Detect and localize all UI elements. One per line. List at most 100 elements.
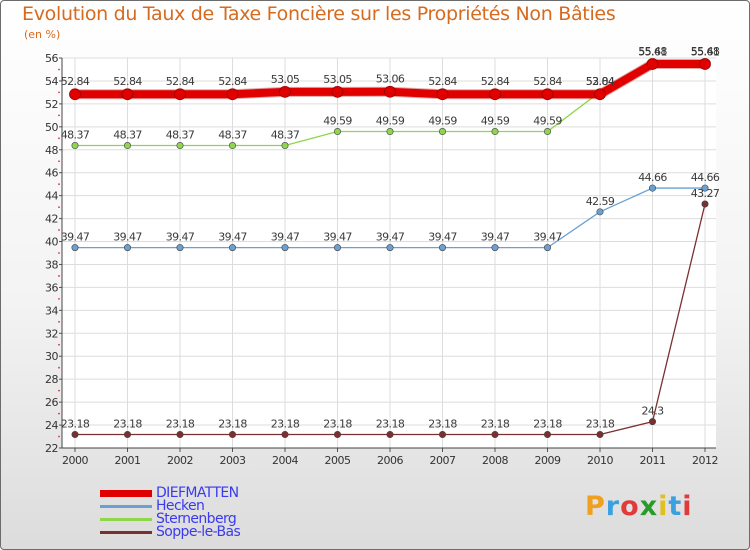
y-minor-tick	[58, 297, 60, 300]
data-point-soppe-le-bas	[596, 430, 604, 438]
legend-swatch-soppe-le-bas	[100, 531, 152, 534]
logo-letter: i	[682, 491, 693, 522]
data-label-soppe-le-bas: 23.18	[481, 417, 510, 430]
data-label-diefmatten: 52.84	[166, 75, 195, 88]
x-tick-label: 2002	[167, 454, 193, 467]
x-tick-label: 2003	[220, 454, 246, 467]
data-point-sternenberg	[386, 128, 394, 136]
data-label-diefmatten: 53.05	[271, 73, 300, 86]
data-point-sternenberg	[229, 142, 237, 150]
y-tick-label: 44	[45, 190, 58, 203]
data-label-diefmatten: 52.84	[218, 75, 247, 88]
data-point-sternenberg	[124, 142, 132, 150]
legend-item-soppe-le-bas: Soppe-le-Bas	[100, 524, 300, 540]
x-tick-label: 2000	[62, 454, 88, 467]
y-tick-label: 26	[45, 396, 58, 409]
y-tick-label: 32	[45, 327, 58, 340]
data-label-soppe-le-bas: 43.27	[691, 187, 720, 200]
legend-label-diefmatten: DIEFMATTEN	[156, 485, 239, 501]
data-point-diefmatten	[384, 85, 396, 98]
y-minor-tick	[58, 252, 60, 254]
data-label-sternenberg: 48.37	[113, 129, 142, 142]
logo-letter: o	[620, 491, 640, 522]
data-point-hecken	[124, 244, 132, 252]
y-tick-label: 50	[45, 121, 58, 134]
data-point-hecken	[176, 244, 184, 252]
data-point-diefmatten	[121, 88, 134, 101]
data-label-diefmatten: 52.84	[533, 75, 562, 88]
data-point-soppe-le-bas	[438, 430, 446, 438]
data-point-soppe-le-bas	[71, 430, 79, 438]
data-label-sternenberg: 48.37	[271, 129, 300, 142]
data-point-soppe-le-bas	[124, 430, 132, 438]
data-label-hecken: 39.47	[61, 231, 90, 244]
y-minor-tick	[58, 343, 60, 346]
data-label-sternenberg: 48.37	[218, 129, 247, 142]
data-point-diefmatten	[436, 88, 449, 101]
x-tick-label: 2007	[430, 454, 456, 467]
data-label-sternenberg: 48.37	[166, 129, 195, 142]
data-label-soppe-le-bas: 23.18	[271, 417, 300, 430]
y-minor-tick	[58, 68, 60, 71]
data-label-diefmatten: 55.48	[691, 45, 720, 58]
data-label-diefmatten: 52.84	[481, 75, 510, 88]
data-point-soppe-le-bas	[386, 430, 394, 438]
data-label-hecken: 44.66	[638, 171, 667, 184]
data-label-diefmatten: 52.84	[428, 75, 457, 88]
data-point-sternenberg	[333, 128, 341, 136]
data-point-diefmatten	[489, 88, 501, 101]
x-tick-label: 2008	[482, 454, 508, 467]
data-point-diefmatten	[699, 58, 711, 70]
legend-label-soppe-le-bas: Soppe-le-Bas	[156, 524, 241, 540]
y-tick-label: 42	[45, 213, 58, 226]
data-label-soppe-le-bas: 23.18	[533, 417, 562, 430]
data-point-hecken	[229, 244, 237, 252]
data-point-hecken	[596, 208, 604, 216]
logo-letter: r	[605, 491, 621, 522]
y-tick-label: 54	[45, 75, 58, 88]
data-label-sternenberg: 55.61	[638, 45, 667, 58]
data-label-sternenberg: 55.61	[691, 45, 720, 58]
data-label-diefmatten: 53.05	[323, 73, 352, 86]
data-label-soppe-le-bas: 23.18	[323, 417, 352, 430]
x-tick-label: 2001	[115, 454, 141, 467]
data-label-diefmatten: 52.84	[61, 75, 90, 88]
data-label-hecken: 39.47	[271, 231, 300, 244]
data-point-soppe-le-bas	[229, 430, 237, 438]
data-point-soppe-le-bas	[176, 430, 184, 438]
y-minor-tick	[58, 412, 60, 415]
data-label-sternenberg: 49.59	[376, 115, 405, 128]
data-label-hecken: 39.47	[218, 231, 247, 244]
y-tick-label: 34	[45, 304, 58, 317]
legend-item-diefmatten: DIEFMATTEN	[100, 485, 300, 501]
proxiti-logo: Proxiti	[585, 491, 693, 522]
y-minor-tick	[58, 389, 60, 392]
y-minor-tick	[58, 435, 60, 438]
data-label-diefmatten: 52.84	[113, 75, 142, 88]
data-label-soppe-le-bas: 23.18	[218, 417, 247, 430]
data-point-hecken	[438, 244, 446, 252]
y-minor-tick	[58, 275, 60, 277]
y-tick-label: 28	[45, 373, 58, 386]
data-point-soppe-le-bas	[648, 418, 656, 426]
data-point-hecken	[386, 244, 394, 252]
y-minor-tick	[58, 91, 60, 94]
data-point-diefmatten	[331, 85, 344, 98]
y-minor-tick	[58, 320, 60, 323]
data-label-sternenberg: 49.59	[533, 115, 562, 128]
data-point-diefmatten	[174, 88, 186, 101]
data-point-hecken	[648, 184, 656, 192]
y-tick-label: 48	[45, 144, 58, 157]
x-tick-label: 2006	[377, 454, 403, 467]
data-label-hecken: 39.47	[481, 231, 510, 244]
data-point-soppe-le-bas	[543, 430, 551, 438]
data-label-hecken: 39.47	[376, 231, 405, 244]
x-tick-label: 2005	[325, 454, 351, 467]
legend-swatch-diefmatten	[100, 490, 152, 497]
legend-item-hecken: Hecken	[100, 498, 300, 514]
data-label-diefmatten: 53.06	[376, 73, 405, 86]
legend-swatch-sternenberg	[100, 518, 152, 521]
data-label-soppe-le-bas: 23.18	[166, 417, 195, 430]
data-point-diefmatten	[646, 58, 659, 70]
